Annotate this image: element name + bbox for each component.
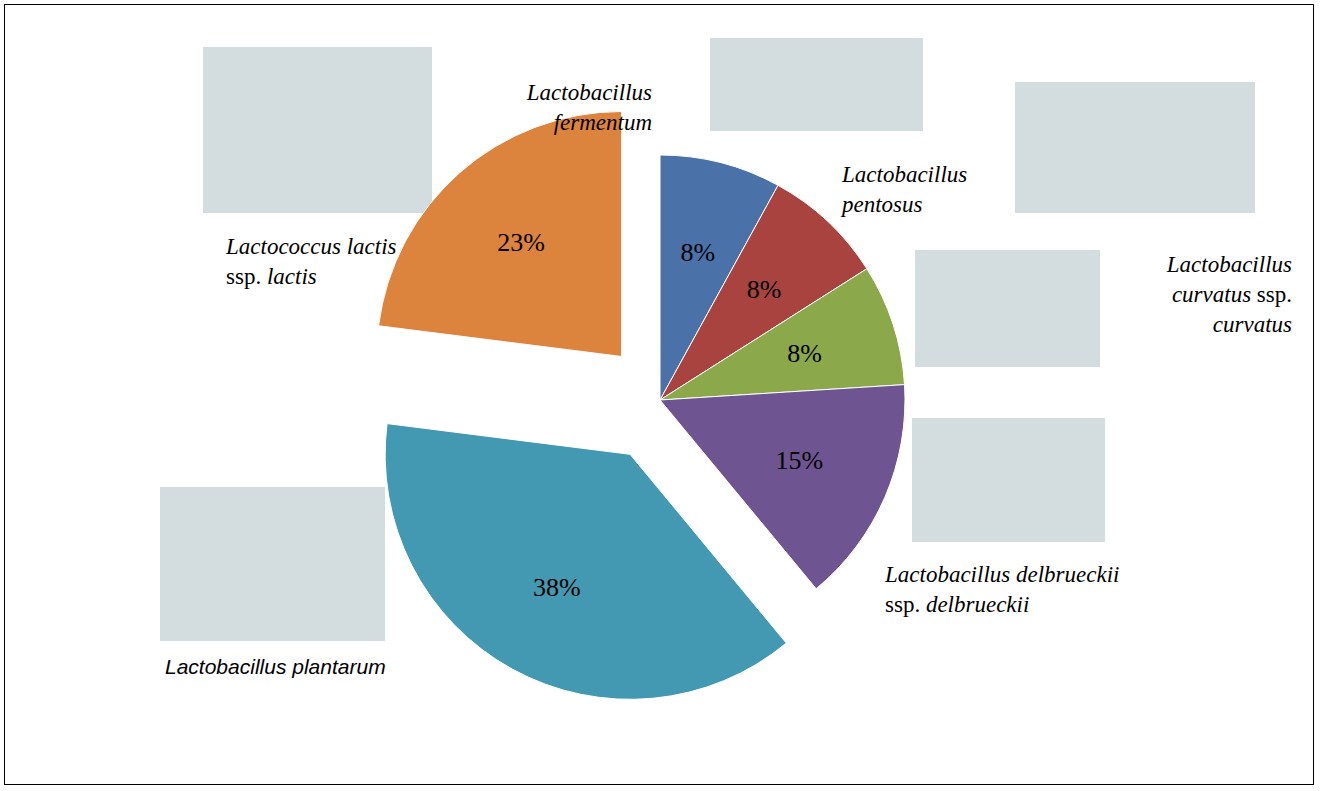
- svg-text:8%: 8%: [787, 339, 822, 368]
- html-text:ssp. delbrueckii: ssp. delbrueckii: [885, 592, 1030, 617]
- svg-text:38%: 38%: [533, 573, 581, 602]
- html-text:Lactobacillus delbrueckii: Lactobacillus delbrueckii: [885, 562, 1120, 587]
- html-text:fermentum: fermentum: [553, 110, 652, 135]
- svg-text:15%: 15%: [776, 446, 824, 475]
- svg-text:23%: 23%: [497, 228, 545, 257]
- html-text:Lactobacillus plantarum: Lactobacillus plantarum: [165, 655, 386, 678]
- html-text:curvatus ssp.: curvatus ssp.: [1171, 282, 1292, 307]
- html-text:Lactobacillus: Lactobacillus: [1166, 252, 1292, 277]
- html-text:ssp. lactis: ssp. lactis: [226, 264, 317, 289]
- html-text:pentosus: pentosus: [842, 192, 923, 217]
- svg-text:8%: 8%: [747, 275, 782, 304]
- html-text:Lactobacillus: Lactobacillus: [842, 162, 968, 187]
- html-text:curvatus: curvatus: [1212, 312, 1292, 337]
- html-text:Lactococcus lactis: Lactococcus lactis: [226, 234, 397, 259]
- svg-text:8%: 8%: [680, 238, 715, 267]
- html-text:Lactobacillus: Lactobacillus: [526, 80, 652, 105]
